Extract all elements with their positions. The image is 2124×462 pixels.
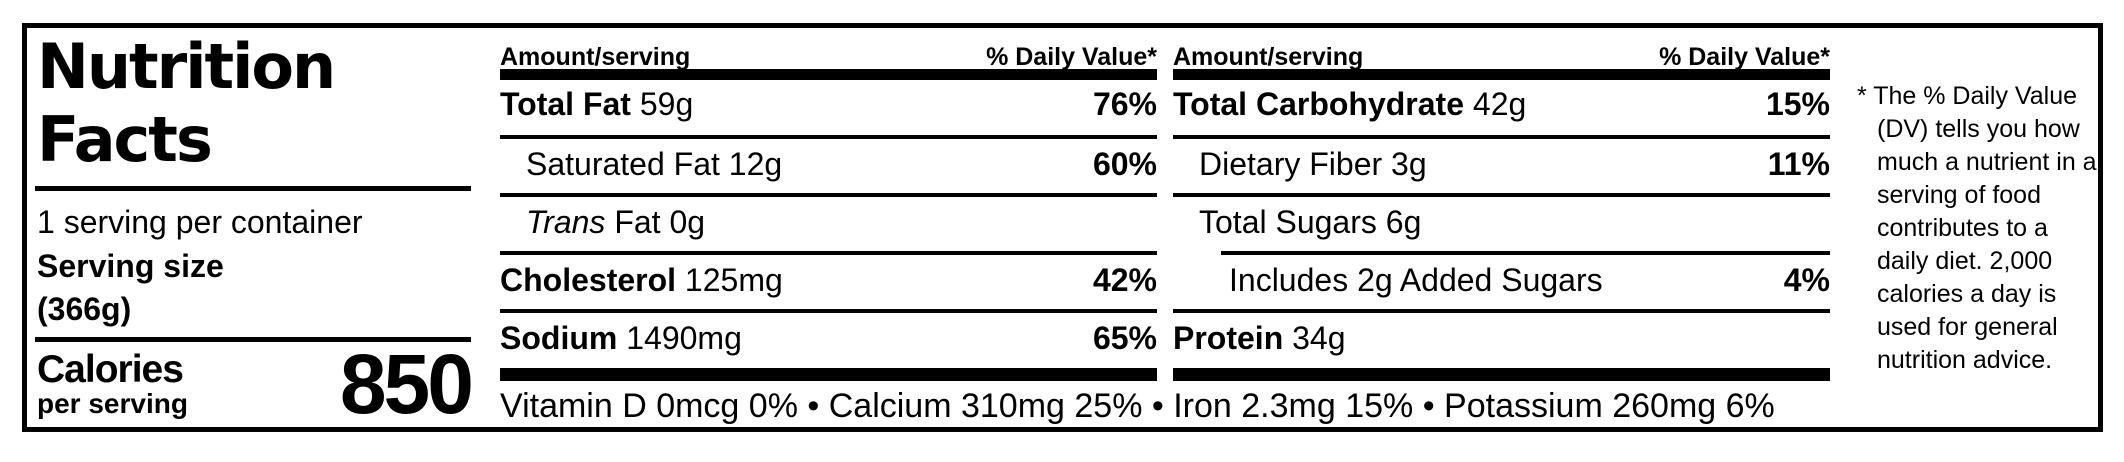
nutrient-amount: 1490mg: [626, 320, 742, 356]
row-trans-fat: Trans Fat 0g: [500, 204, 1157, 241]
nutrition-facts-label: Nutrition Facts 1 serving per container …: [22, 23, 2103, 432]
calories-sublabel: per serving: [37, 388, 188, 419]
row-total-carbohydrate: Total Carbohydrate 42g 15%: [1173, 86, 1830, 123]
row-saturated-fat: Saturated Fat 12g 60%: [500, 146, 1157, 183]
nutrient-name: Sodium: [500, 320, 618, 356]
row-dietary-fiber: Dietary Fiber 3g 11%: [1173, 146, 1830, 183]
thin-rule: [500, 135, 1157, 139]
row-added-sugars: Includes 2g Added Sugars 4%: [1173, 262, 1830, 299]
nutrient-name: Cholesterol: [500, 262, 677, 298]
divider: [35, 337, 471, 342]
row-cholesterol: Cholesterol 125mg 42%: [500, 262, 1157, 299]
row-total-fat: Total Fat 59g 76%: [500, 86, 1157, 123]
nutrient-dv: 76%: [1092, 86, 1157, 122]
nutrient-name: Saturated Fat: [526, 146, 720, 182]
nutrient-amount: 34g: [1292, 320, 1346, 356]
thick-rule: [1173, 368, 1830, 381]
row-sodium: Sodium 1490mg 65%: [500, 320, 1157, 357]
row-total-sugars: Total Sugars 6g: [1173, 204, 1830, 241]
nutrient-name: Dietary Fiber: [1199, 146, 1383, 182]
label-title-line1: Nutrition: [37, 30, 336, 103]
nutrient-name: Total Sugars: [1199, 204, 1377, 240]
column-header-daily-value: % Daily Value*: [1659, 43, 1830, 71]
nutrient-name: Protein: [1173, 320, 1284, 356]
nutrient-amount: 6g: [1385, 204, 1422, 240]
thin-rule: [1173, 193, 1830, 197]
thick-rule: [500, 368, 1157, 381]
divider: [35, 186, 471, 191]
nutrient-dv: 4%: [1783, 262, 1830, 298]
nutrient-amount: Fat 0g: [614, 204, 706, 240]
label-title-line2: Facts: [37, 103, 213, 176]
serving-size-label: Serving size: [37, 248, 224, 284]
nutrient-name: Includes 2g Added Sugars: [1229, 262, 1603, 298]
nutrient-name: Trans: [526, 204, 606, 240]
nutrient-amount: 42g: [1472, 86, 1527, 122]
nutrient-column-2: Amount/serving % Daily Value* Total Carb…: [1173, 28, 1830, 427]
nutrient-dv: 42%: [1092, 262, 1157, 298]
thin-rule-indented: [1221, 251, 1830, 255]
nutrient-amount: 12g: [728, 146, 783, 182]
thin-rule: [500, 193, 1157, 197]
nutrient-name: Total Fat: [500, 86, 631, 122]
row-protein: Protein 34g: [1173, 320, 1830, 357]
thick-rule: [500, 69, 1157, 80]
thin-rule: [500, 309, 1157, 313]
calories-value: 850: [339, 337, 474, 431]
thin-rule: [1173, 309, 1830, 313]
nutrient-amount: 3g: [1391, 146, 1427, 182]
column-header: Amount/serving % Daily Value*: [500, 43, 1157, 72]
nutrient-dv: 65%: [1092, 320, 1157, 356]
daily-value-footnote: * The % Daily Value (DV) tells you how m…: [1857, 82, 2097, 374]
micronutrients-line: Vitamin D 0mcg 0% • Calcium 310mg 25% • …: [500, 387, 1775, 425]
nutrient-column-1: Amount/serving % Daily Value* Total Fat …: [500, 28, 1157, 427]
nutrient-amount: 59g: [639, 86, 694, 122]
nutrient-dv: 11%: [1767, 146, 1830, 182]
label-title: Nutrition Facts: [37, 30, 336, 176]
thin-rule: [1173, 135, 1830, 139]
serving-size-value: (366g): [37, 291, 132, 327]
label-left-column: Nutrition Facts 1 serving per container …: [27, 28, 474, 431]
column-header-daily-value: % Daily Value*: [986, 43, 1157, 71]
nutrient-name: Total Carbohydrate: [1173, 86, 1464, 122]
column-header-amount: Amount/serving: [500, 43, 691, 71]
nutrient-dv: 60%: [1092, 146, 1157, 182]
servings-per-container: 1 serving per container: [37, 204, 363, 240]
column-header-amount: Amount/serving: [1173, 43, 1364, 71]
thin-rule: [500, 251, 1157, 255]
nutrient-dv: 15%: [1765, 86, 1830, 122]
nutrient-amount: 125mg: [684, 262, 783, 298]
thick-rule: [1173, 69, 1830, 80]
calories-label: Calories: [37, 348, 184, 391]
column-header: Amount/serving % Daily Value*: [1173, 43, 1830, 72]
